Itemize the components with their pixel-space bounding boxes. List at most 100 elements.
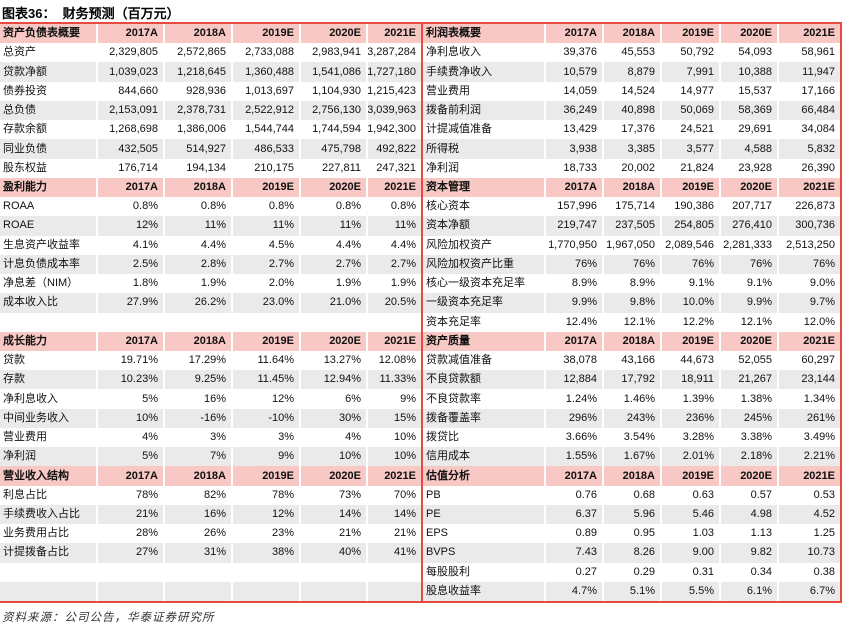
cell-value: 3,577	[660, 139, 719, 159]
row-label: 核心资本	[426, 200, 470, 213]
cell-value: 52,055	[719, 350, 777, 371]
cell-value: 10.0%	[660, 293, 719, 313]
cell-value: 1.9%	[299, 274, 366, 294]
cell-value: 1,104,930	[299, 81, 366, 101]
table-row: 存款 10.23% 9.25% 11.45% 12.94% 11.33%	[0, 370, 421, 390]
cell-value: 227,811	[299, 158, 366, 178]
cell-value: 9.9%	[544, 293, 602, 313]
cell-value: 1.9%	[163, 274, 231, 294]
cell-value: 21.0%	[299, 293, 366, 313]
cell-value	[163, 581, 231, 602]
cell-value: 11%	[366, 216, 421, 236]
cell-value: 0.95	[602, 524, 660, 544]
row-label: 业务费用占比	[3, 527, 69, 540]
cell-value: 1.9%	[366, 274, 421, 294]
cell-value: 3.38%	[719, 427, 777, 448]
cell-value: 4.4%	[299, 235, 366, 255]
cell-value: 12,884	[544, 370, 602, 390]
cell-value	[96, 581, 163, 602]
table-row: 计提拨备占比 27% 31% 38% 40% 41%	[0, 543, 421, 563]
cell-value: 17,166	[777, 81, 840, 101]
table-row: 计提减值准备 13,429 17,376 24,521 29,691 34,084	[423, 120, 840, 140]
table-row: ROAA 0.8% 0.8% 0.8% 0.8% 0.8%	[0, 197, 421, 217]
cell-value: 2.01%	[660, 447, 719, 467]
cell-value: 9.1%	[660, 274, 719, 294]
cell-value: 157,996	[544, 197, 602, 217]
cell-value: 492,822	[366, 139, 421, 159]
cell-value: 4.7%	[544, 581, 602, 602]
cell-value: 38,078	[544, 350, 602, 371]
column-header: 2021E	[777, 177, 840, 198]
cell-value: 2.7%	[299, 254, 366, 275]
right-table: 利润表概要 2017A 2018A 2019E 2020E 2021E 净利息收入 39,37…	[421, 24, 840, 602]
cell-value: 17,376	[602, 120, 660, 140]
row-label: 风险加权资产	[426, 238, 492, 251]
cell-value: 1,770,950	[544, 235, 602, 255]
cell-value: 9.9%	[719, 293, 777, 313]
row-label: 资本充足率	[426, 315, 481, 328]
cell-value: 12%	[231, 504, 299, 525]
cell-value: 66,484	[777, 100, 840, 121]
row-label: 不良贷款额	[426, 373, 481, 386]
cell-value: 10.23%	[96, 370, 163, 390]
cell-value: 1.13	[719, 524, 777, 544]
section-header-row: 盈利能力 2017A 2018A 2019E 2020E 2021E	[0, 177, 421, 198]
cell-value: 50,069	[660, 100, 719, 121]
row-label: 成本收入比	[3, 296, 58, 309]
cell-value: 44,673	[660, 350, 719, 371]
cell-value: 8,879	[602, 62, 660, 82]
cell-value: 2.0%	[231, 274, 299, 294]
column-header: 2021E	[366, 331, 421, 351]
table-row: 信用成本 1.55% 1.67% 2.01% 2.18% 2.21%	[423, 447, 840, 467]
column-header: 2020E	[299, 24, 366, 44]
cell-value: 3.66%	[544, 427, 602, 448]
cell-value: 15%	[366, 408, 421, 428]
cell-value: 10,388	[719, 62, 777, 82]
cell-value: 11%	[231, 216, 299, 236]
cell-value: 5.5%	[660, 581, 719, 602]
cell-value: 18,911	[660, 370, 719, 390]
table-row: 中间业务收入 10% -16% -10% 30% 15%	[0, 408, 421, 428]
table-row: 营业费用 4% 3% 3% 4% 10%	[0, 427, 421, 448]
cell-value: 12.2%	[660, 312, 719, 332]
cell-value: 1,942,300	[366, 120, 421, 140]
cell-value: 2,329,805	[96, 43, 163, 63]
cell-value: 3,287,284	[366, 43, 421, 63]
cell-value: 60,297	[777, 350, 840, 371]
column-header: 2020E	[299, 466, 366, 486]
table-row: BVPS 7.43 8.26 9.00 9.82 10.73	[423, 543, 840, 563]
cell-value	[231, 312, 299, 332]
table-row: 拨备前利润 36,249 40,898 50,069 58,369 66,484	[423, 100, 840, 121]
cell-value: 16%	[163, 389, 231, 409]
cell-value: 1.67%	[602, 447, 660, 467]
cell-value: 12.94%	[299, 370, 366, 390]
cell-value: 2,281,333	[719, 235, 777, 255]
row-label: 营业费用	[3, 431, 47, 444]
column-header: 2017A	[544, 177, 602, 198]
cell-value	[299, 562, 366, 582]
cell-value: 514,927	[163, 139, 231, 159]
cell-value: 243%	[602, 408, 660, 428]
cell-value: 9.00	[660, 543, 719, 563]
cell-value: 12.1%	[719, 312, 777, 332]
row-label: 净利润	[426, 161, 459, 174]
cell-value: 10%	[299, 447, 366, 467]
cell-value: 928,936	[163, 81, 231, 101]
column-header: 2018A	[602, 24, 660, 44]
cell-value: 1.25	[777, 524, 840, 544]
column-header: 2017A	[96, 466, 163, 486]
cell-value: 1,360,488	[231, 62, 299, 82]
row-label	[0, 313, 96, 332]
column-header: 2017A	[544, 466, 602, 486]
section-title: 资本管理	[426, 180, 470, 193]
cell-value: 2,756,130	[299, 100, 366, 121]
cell-value: 2.5%	[96, 254, 163, 275]
row-label: 总资产	[3, 46, 36, 59]
cell-value: 9.82	[719, 543, 777, 563]
cell-value: 30%	[299, 408, 366, 428]
cell-value: 29,691	[719, 120, 777, 140]
cell-value: 844,660	[96, 81, 163, 101]
cell-value: 11.33%	[366, 370, 421, 390]
cell-value: 73%	[299, 485, 366, 505]
row-label: PE	[426, 507, 441, 520]
